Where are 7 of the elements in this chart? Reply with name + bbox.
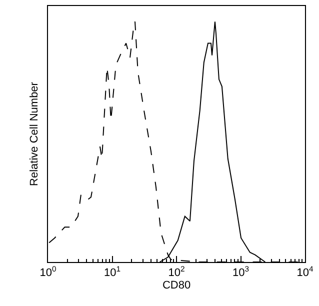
y-axis-title: Relative Cell Number	[28, 82, 41, 186]
x-tick-label: 10$^{0}$	[40, 264, 56, 280]
x-tick-label: 10$^{1}$	[104, 264, 121, 280]
x-tick-label: 10$^{3}$	[232, 264, 250, 280]
x-tick-label: 10$^{2}$	[168, 264, 185, 280]
x-tick-label: 10$^{4}$	[296, 264, 314, 280]
x-axis-title: CD80	[162, 279, 191, 292]
